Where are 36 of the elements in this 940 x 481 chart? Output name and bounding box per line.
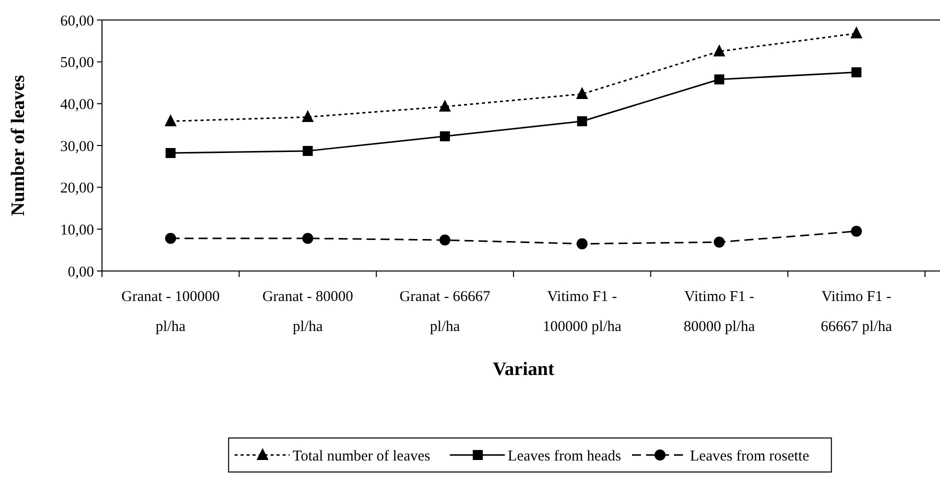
x-axis-title: Variant [492,359,555,380]
point [850,26,862,38]
point [302,146,313,156]
y-tick-label: 40,00 [60,96,94,113]
point [576,87,588,100]
point [576,238,588,250]
y-tick-label: 10,00 [60,222,94,238]
point [440,131,450,142]
x-tick-label: Vitimo F1 - 66667 pl/ha [820,289,892,335]
y-tick-label: 0,00 [68,264,94,280]
point [302,110,314,122]
x-tick-label: Vitimo F1 - 80000 pl/ha [684,289,756,335]
point [577,116,588,126]
point [851,67,862,78]
y-tick-label: 30,00 [60,138,94,155]
point [714,74,724,84]
point [439,234,450,246]
point [438,100,451,112]
point [302,232,314,244]
point [714,236,725,248]
y-tick-label: 60,00 [60,13,94,30]
x-tick-label: Granat - 80000 pl/ha [262,289,354,335]
point [713,44,726,56]
point [850,226,862,237]
point [164,114,177,126]
x-tick-label: Granat - 66667 pl/ha [400,289,491,335]
legend-label: Leaves from rosette [690,448,810,464]
legend-label: Leaves from heads [508,448,622,464]
y-axis-title: Number of leaves [8,74,29,216]
y-tick-label: 50,00 [60,55,94,72]
x-tick-label: Granat - 100000 pl/ha [121,289,220,335]
legend-label: Total number of leaves [292,448,430,464]
point [165,232,176,244]
point [166,148,176,158]
y-tick-label: 20,00 [60,180,94,197]
x-tick-label: Vitimo F1 - 100000 pl/ha [542,289,622,335]
